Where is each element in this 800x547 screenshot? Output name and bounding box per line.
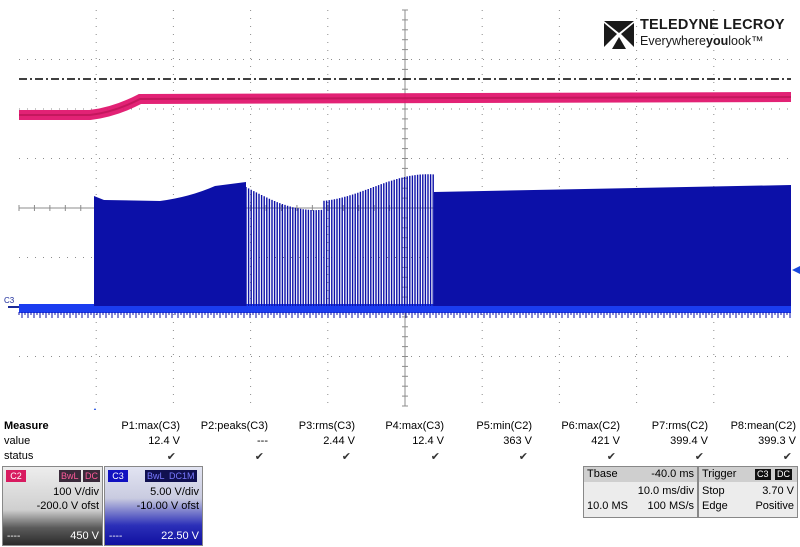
timebase-rate: 100 MS/s (647, 500, 694, 512)
channel-c3-descriptor[interactable]: C3 BwL DC1M 5.00 V/div -10.00 V ofst ---… (104, 466, 203, 546)
param-p6[interactable]: P6:max(C2) (561, 420, 620, 432)
status-p5-check-icon: ✔ (518, 451, 528, 463)
param-p7[interactable]: P7:rms(C2) (651, 420, 708, 432)
param-p3[interactable]: P3:rms(C3) (298, 420, 355, 432)
c3-bandwidth-badge: BwL (145, 470, 167, 482)
value-p8: 399.3 V (758, 435, 796, 447)
c2-coupling-badge: DC (83, 470, 100, 482)
timebase-tdiv: 10.0 ms/div (637, 485, 694, 497)
measure-value-row: value 12.4 V --- 2.44 V 12.4 V 363 V 421… (0, 435, 800, 449)
measure-header-row: Measure P1:max(C3) P2:peaks(C3) P3:rms(C… (0, 420, 800, 434)
trigger-coupling-badge: DC (775, 469, 792, 480)
c2-channel-tag: C2 (6, 470, 26, 482)
c2-trace-core (19, 96, 792, 116)
c3-trace-style: ---- (109, 531, 123, 542)
status-p2-check-icon: ✔ (254, 451, 264, 463)
trigger-position-icon (93, 408, 97, 410)
trigger-level: 3.70 V (762, 485, 794, 497)
lecroy-logo-icon (604, 21, 634, 49)
c2-bandwidth-badge: BwL (59, 470, 81, 482)
timebase-delay: -40.0 ms (651, 468, 694, 480)
c3-envelope-a (94, 182, 246, 306)
status-p1-check-icon: ✔ (166, 451, 176, 463)
param-p2[interactable]: P2:peaks(C3) (200, 420, 268, 432)
trigger-level-arrow-icon (792, 266, 800, 274)
trigger-descriptor[interactable]: Trigger C3 DC Stop 3.70 V Edge Positive (698, 466, 798, 518)
c3-channel-tag: C3 (108, 470, 128, 482)
status-p4-check-icon: ✔ (430, 451, 440, 463)
trigger-title: Trigger (702, 468, 737, 480)
c3-ground-marker[interactable]: C3 (4, 296, 15, 305)
param-p4[interactable]: P4:max(C3) (385, 420, 444, 432)
measure-table: Measure P1:max(C3) P2:peaks(C3) P3:rms(C… (0, 420, 800, 464)
c2-offset: -200.0 V ofst (36, 500, 99, 512)
status-row-label: status (4, 450, 34, 462)
value-p4: 12.4 V (412, 435, 444, 447)
timebase-samples: 10.0 MS (587, 500, 628, 512)
param-p8[interactable]: P8:mean(C2) (730, 420, 796, 432)
timebase-header: Tbase -40.0 ms (584, 467, 697, 482)
trigger-slope: Positive (755, 500, 794, 512)
trigger-source-badge: C3 (755, 469, 771, 480)
c3-noise (18, 312, 791, 318)
measure-title[interactable]: Measure (4, 420, 49, 432)
brand-tagline: Everywhereyoulook™ (640, 34, 764, 48)
brand-name: TELEDYNE LECROY (640, 17, 785, 33)
c3-burst-lines (245, 174, 434, 306)
param-p1[interactable]: P1:max(C3) (121, 420, 180, 432)
value-p5: 363 V (503, 435, 532, 447)
waveform-display (8, 9, 800, 410)
timebase-descriptor[interactable]: Tbase -40.0 ms 10.0 ms/div 10.0 MS 100 M… (583, 466, 698, 518)
c3-value: 22.50 V (161, 530, 199, 542)
trigger-type: Edge (702, 500, 728, 512)
status-p8-check-icon: ✔ (782, 451, 792, 463)
value-p6: 421 V (591, 435, 620, 447)
value-p3: 2.44 V (323, 435, 355, 447)
trigger-header: Trigger C3 DC (699, 467, 797, 482)
c2-trace-style: ---- (7, 531, 21, 542)
c3-envelope-b (434, 185, 791, 306)
measure-status-row: status ✔ ✔ ✔ ✔ ✔ ✔ ✔ ✔ (0, 450, 800, 464)
c2-vdiv: 100 V/div (53, 486, 99, 498)
status-p7-check-icon: ✔ (694, 451, 704, 463)
trigger-mode: Stop (702, 485, 725, 497)
status-p3-check-icon: ✔ (341, 451, 351, 463)
value-p7: 399.4 V (670, 435, 708, 447)
c3-vdiv: 5.00 V/div (150, 486, 199, 498)
value-row-label: value (4, 435, 31, 447)
timebase-title: Tbase (587, 468, 618, 480)
teledyne-lecroy-logo: TELEDYNE LECROY Everywhereyoulook™ (602, 17, 792, 51)
value-p2: --- (257, 435, 268, 447)
status-p6-check-icon: ✔ (606, 451, 616, 463)
value-p1: 12.4 V (148, 435, 180, 447)
channel-c2-descriptor[interactable]: C2 BwL DC 100 V/div -200.0 V ofst ---- 4… (2, 466, 103, 546)
c3-baseline (19, 304, 791, 313)
c3-offset: -10.00 V ofst (136, 500, 199, 512)
scope-screen[interactable]: TELEDYNE LECROY Everywhereyoulook™ C3 (0, 0, 800, 410)
c3-coupling-badge: DC1M (167, 470, 197, 482)
c2-value: 450 V (70, 530, 99, 542)
param-p5[interactable]: P5:min(C2) (476, 420, 532, 432)
